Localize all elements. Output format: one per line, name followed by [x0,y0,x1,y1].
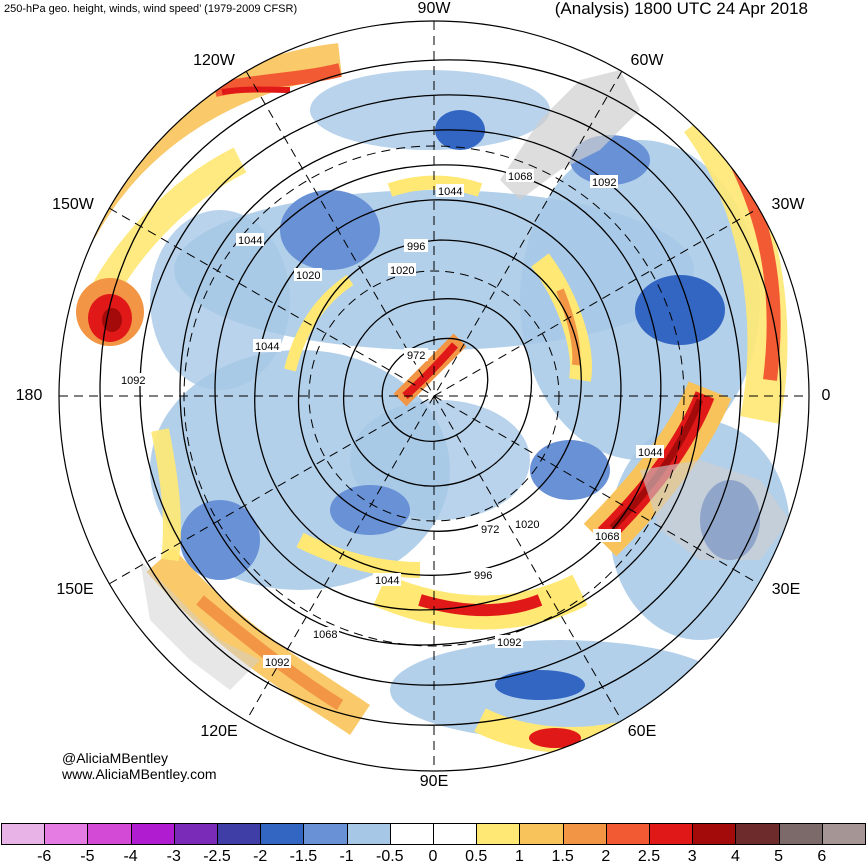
lon-label-150w: 150W [52,196,94,213]
map-border [58,20,810,772]
colorbar-swatch [433,823,478,845]
contour-label: 1020 [296,270,320,282]
analysis-time-label: (Analysis) 1800 UTC 24 Apr 2018 [554,0,808,18]
colorbar-swatch [605,823,650,845]
lon-label-180: 180 [15,387,43,404]
colorbar-tick-label: -5 [80,848,95,865]
contour-label: 1092 [497,637,521,649]
colorbar-swatch [562,823,607,845]
colorbar-swatch [692,823,737,845]
contour-label: 1020 [390,265,414,277]
lon-label-60e: 60E [627,723,657,740]
contour-label: 1092 [265,657,289,669]
colorbar-swatch [130,823,175,845]
colorbar-tick-label: 2.5 [637,848,661,865]
colorbar-tick-label: 5 [774,848,784,865]
colorbar-swatch [44,823,89,845]
contour-labels: 1068 1044 1044 996 1020 1092 1020 1044 1… [119,169,664,669]
lon-label-90e: 90E [419,773,449,790]
colorbar-swatch [649,823,694,845]
contour-label: 1092 [121,375,145,387]
colorbar-swatch [735,823,780,845]
colorbar-swatch [303,823,348,845]
chart-title: 250-hPa geo. height, winds, wind speed’ … [4,3,298,15]
contour-label: 1020 [515,519,539,531]
height-contours [99,59,782,726]
contour-label: 996 [474,570,492,582]
contour-label: 1068 [595,531,619,543]
contour-label: 1044 [638,447,662,459]
colorbar-swatch [87,823,132,845]
lon-label-0: 0 [821,387,831,404]
colorbar-tick-label: -0.5 [376,848,404,865]
contour-label: 1044 [238,235,262,247]
contour-label: 996 [407,241,425,253]
colorbar-swatch [260,823,305,845]
polar-map: 1068 1044 1044 996 1020 1092 1020 1044 1… [58,20,810,772]
author-credit: @AliciaMBentley [62,750,169,766]
lon-label-150e: 150E [56,581,94,598]
colorbar-tick-label: -1.5 [289,848,318,865]
colorbar-tick-label: -4 [123,848,138,865]
contour-label: 1044 [255,341,279,353]
colorbar-tick-label: -3 [166,848,181,865]
colorbar-tick-label: -6 [37,848,52,865]
contour-label: 1068 [508,171,532,183]
lon-label-30w: 30W [771,196,805,213]
colorbar-tick-label: 3 [687,848,697,865]
lon-label-60w: 60W [630,52,664,69]
colorbar-tick-label: -2.5 [203,848,231,865]
contour-label: 1068 [313,629,337,641]
colorbar-tick-label: -2 [253,848,268,865]
colorbar-swatch [389,823,434,845]
colorbar-swatch [346,823,391,845]
colorbar-swatch [519,823,564,845]
contour-label: 1092 [592,177,616,189]
lon-label-90w: 90W [417,0,451,17]
colorbar-tick-label: 1.5 [551,848,574,865]
contour-label: 1044 [375,575,399,587]
colorbar-swatch [1,823,46,845]
colorbar-tick-label: 1 [514,848,524,865]
lon-label-120w: 120W [193,52,235,69]
contour-label: 972 [407,350,425,362]
lon-label-120e: 120E [200,723,238,740]
colorbar-swatch [476,823,521,845]
colorbar-tick-label: 0.5 [465,848,488,865]
colorbar-tick-label: 6 [817,848,827,865]
website-credit[interactable]: www.AliciaMBentley.com [62,766,217,782]
contour-label: 972 [481,524,499,536]
lon-label-30e: 30E [771,581,801,598]
colorbar-tick-label: 4 [730,848,740,865]
colorbar-swatch [217,823,262,845]
colorbar-tick-label: -1 [339,848,354,865]
colorbar-swatch [821,823,866,845]
colorbar: -6 -5 -4 -3 -2.5 -2 -1.5 -1 -0.5 0 0.5 1 1.5 2 2.5 3 4 5 6 [0,823,868,865]
colorbar-swatch [778,823,823,845]
graticule [59,21,809,771]
contour-label: 1044 [438,186,462,198]
colorbar-swatch [173,823,218,845]
colorbar-tick-label: 0 [428,848,438,865]
colorbar-tick-label: 2 [601,848,611,865]
